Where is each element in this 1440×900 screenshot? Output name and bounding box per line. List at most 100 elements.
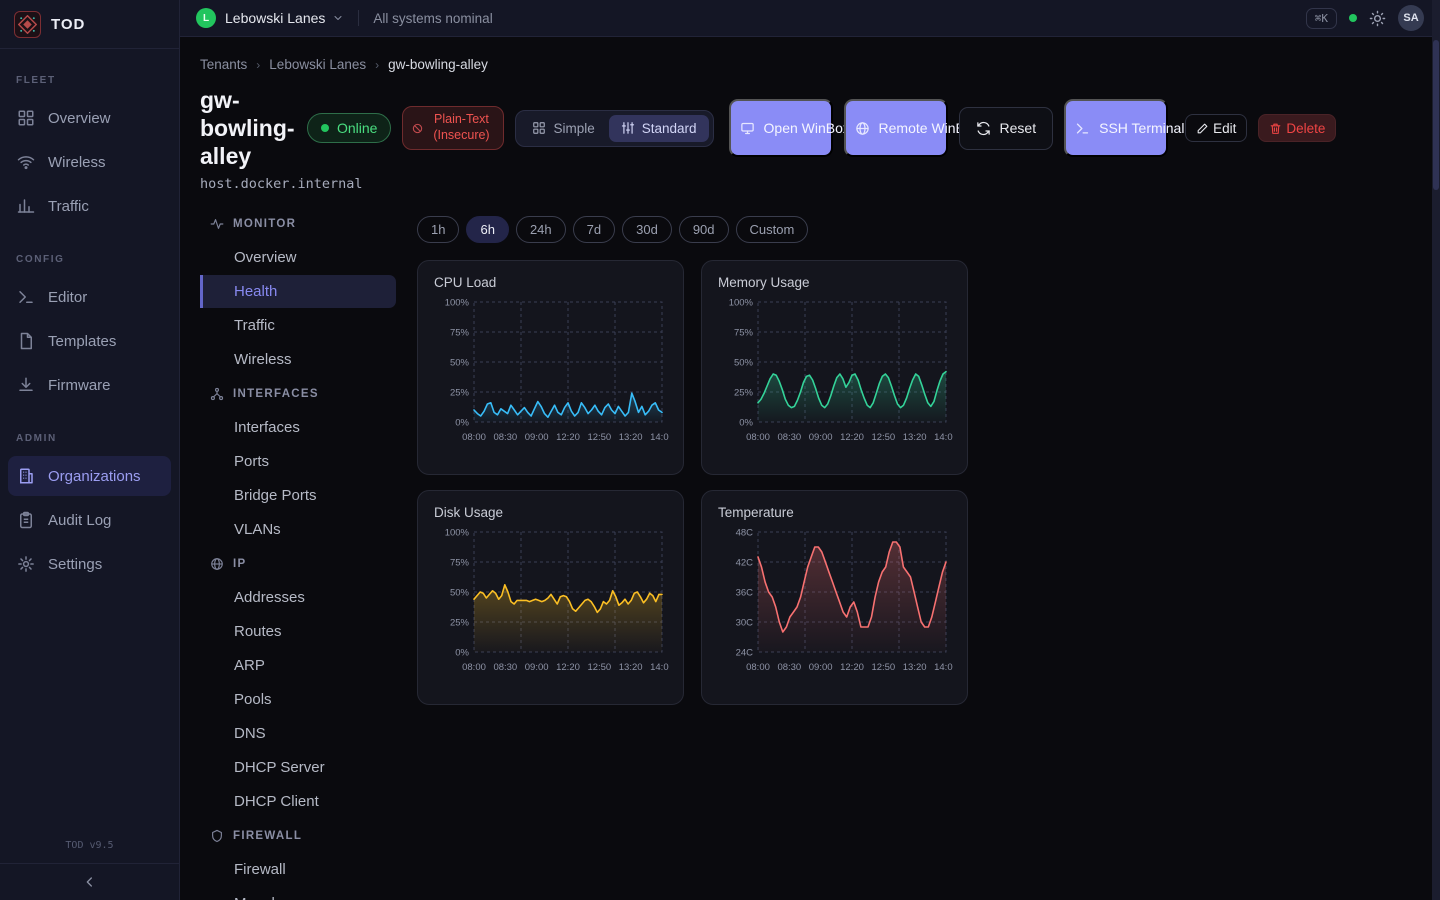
svg-text:12:20: 12:20 (556, 432, 580, 443)
subnav-item-addresses[interactable]: Addresses (200, 581, 396, 614)
temperature-chart-card: Temperature 48C42C36C30C24C08:0008:3009:… (701, 490, 968, 705)
sidebar-item-traffic[interactable]: Traffic (8, 186, 171, 226)
svg-text:12:50: 12:50 (587, 432, 611, 443)
svg-text:75%: 75% (734, 328, 754, 339)
command-palette-shortcut[interactable]: ⌘K (1306, 8, 1337, 29)
subnav-item-firewall[interactable]: Firewall (200, 853, 396, 886)
svg-text:30C: 30C (736, 618, 754, 629)
sidebar-collapse-button[interactable] (0, 863, 179, 900)
sidebar-item-label: Overview (48, 110, 111, 127)
svg-text:08:30: 08:30 (777, 662, 801, 673)
svg-text:08:00: 08:00 (746, 662, 770, 673)
subnav-item-mangle[interactable]: Mangle (200, 887, 396, 900)
sidebar-item-editor[interactable]: Editor (8, 277, 171, 317)
grid-icon (532, 121, 546, 135)
charts-grid: CPU Load 100%75%50%25%0%08:0008:3009:001… (417, 260, 968, 705)
subnav-section-label: FIREWALL (233, 830, 302, 842)
time-range-6h[interactable]: 6h (466, 216, 508, 243)
device-header: gw-bowling-alley Online Plain-Text (Inse… (200, 86, 1440, 170)
sidebar-item-label: Traffic (48, 198, 89, 215)
subnav-item-dhcp-client[interactable]: DHCP Client (200, 785, 396, 818)
sidebar-item-settings[interactable]: Settings (8, 544, 171, 584)
online-dot-icon (321, 124, 329, 132)
sidebar-item-overview[interactable]: Overview (8, 98, 171, 138)
reset-button[interactable]: Reset (959, 107, 1054, 150)
device-host: host.docker.internal (200, 176, 1440, 192)
breadcrumb-tenant[interactable]: Lebowski Lanes (269, 57, 366, 72)
globe-icon (855, 121, 870, 136)
time-range-24h[interactable]: 24h (516, 216, 566, 243)
subnav-item-wireless[interactable]: Wireless (200, 343, 396, 376)
subnav-item-health[interactable]: Health (200, 275, 396, 308)
time-range-custom[interactable]: Custom (736, 216, 809, 243)
open-winbox-button[interactable]: Open WinBox (729, 99, 833, 157)
breadcrumb-tenants[interactable]: Tenants (200, 57, 247, 72)
delete-button[interactable]: Delete (1258, 114, 1336, 142)
insecure-label: Plain-Text (Insecure) (428, 112, 494, 143)
globe-icon (210, 557, 224, 571)
chevron-down-icon[interactable] (332, 12, 344, 24)
remote-winbox-label: Remote WinBox (879, 118, 937, 138)
subnav-item-dns[interactable]: DNS (200, 717, 396, 750)
subnav-item-bridge-ports[interactable]: Bridge Ports (200, 479, 396, 512)
svg-text:25%: 25% (734, 388, 754, 399)
sidebar-item-firmware[interactable]: Firmware (8, 365, 171, 405)
view-mode-standard[interactable]: Standard (609, 115, 709, 142)
svg-text:0%: 0% (455, 418, 469, 429)
svg-text:14:00: 14:00 (934, 432, 953, 443)
monitor-icon (740, 121, 755, 136)
scrollbar-thumb[interactable] (1433, 40, 1439, 190)
time-range-1h[interactable]: 1h (417, 216, 459, 243)
subnav-item-traffic[interactable]: Traffic (200, 309, 396, 342)
subnav-item-interfaces[interactable]: Interfaces (200, 411, 396, 444)
sidebar-item-organizations[interactable]: Organizations (8, 456, 171, 496)
download-icon (17, 376, 35, 394)
remote-winbox-button[interactable]: Remote WinBox (844, 99, 948, 157)
app-logo-icon (14, 11, 41, 38)
device-title: gw-bowling-alley (200, 86, 296, 170)
time-range-7d[interactable]: 7d (573, 216, 615, 243)
subnav-item-pools[interactable]: Pools (200, 683, 396, 716)
svg-text:08:00: 08:00 (462, 662, 486, 673)
subnav-item-dhcp-server[interactable]: DHCP Server (200, 751, 396, 784)
system-status-text: All systems nominal (373, 11, 492, 26)
subnav-item-arp[interactable]: ARP (200, 649, 396, 682)
time-range-30d[interactable]: 30d (622, 216, 672, 243)
svg-text:08:30: 08:30 (777, 432, 801, 443)
sidebar-item-audit-log[interactable]: Audit Log (8, 500, 171, 540)
subnav-item-overview[interactable]: Overview (200, 241, 396, 274)
main-content: Tenants › Lebowski Lanes › gw-bowling-al… (180, 37, 1440, 900)
svg-text:08:30: 08:30 (493, 662, 517, 673)
cpu-load-chart: 100%75%50%25%0%08:0008:3009:0012:2012:50… (434, 294, 667, 459)
svg-text:09:00: 09:00 (525, 662, 549, 673)
theme-toggle-sun-icon[interactable] (1369, 10, 1386, 27)
sidebar-item-templates[interactable]: Templates (8, 321, 171, 361)
page-scrollbar[interactable] (1432, 0, 1440, 900)
sliders-icon (621, 121, 635, 135)
sidebar-item-wireless[interactable]: Wireless (8, 142, 171, 182)
open-winbox-label: Open WinBox (764, 118, 822, 138)
user-avatar[interactable]: SA (1398, 5, 1424, 31)
svg-text:75%: 75% (450, 328, 470, 339)
view-mode-simple[interactable]: Simple (520, 115, 606, 142)
sidebar-section-admin: ADMIN (16, 433, 163, 444)
ssh-terminal-button[interactable]: SSH Terminal (1064, 99, 1168, 157)
time-range-90d[interactable]: 90d (679, 216, 729, 243)
online-label: Online (337, 120, 377, 136)
svg-text:12:20: 12:20 (556, 662, 580, 673)
sidebar-item-label: Firmware (48, 377, 111, 394)
tenant-switcher[interactable]: Lebowski Lanes (225, 10, 325, 26)
svg-text:13:20: 13:20 (903, 432, 927, 443)
reset-label: Reset (1000, 120, 1037, 136)
edit-button[interactable]: Edit (1185, 114, 1247, 142)
pencil-icon (1196, 122, 1209, 135)
subnav-section-label: INTERFACES (233, 388, 319, 400)
subnav-item-vlans[interactable]: VLANs (200, 513, 396, 546)
subnav-item-routes[interactable]: Routes (200, 615, 396, 648)
device-subnav: MONITOR Overview Health Traffic Wireless… (200, 208, 396, 900)
topbar: L Lebowski Lanes All systems nominal ⌘K … (180, 0, 1440, 37)
subnav-item-ports[interactable]: Ports (200, 445, 396, 478)
memory-usage-chart-card: Memory Usage 100%75%50%25%0%08:0008:3009… (701, 260, 968, 475)
subnav-section-label: IP (233, 558, 246, 570)
svg-text:09:00: 09:00 (809, 662, 833, 673)
